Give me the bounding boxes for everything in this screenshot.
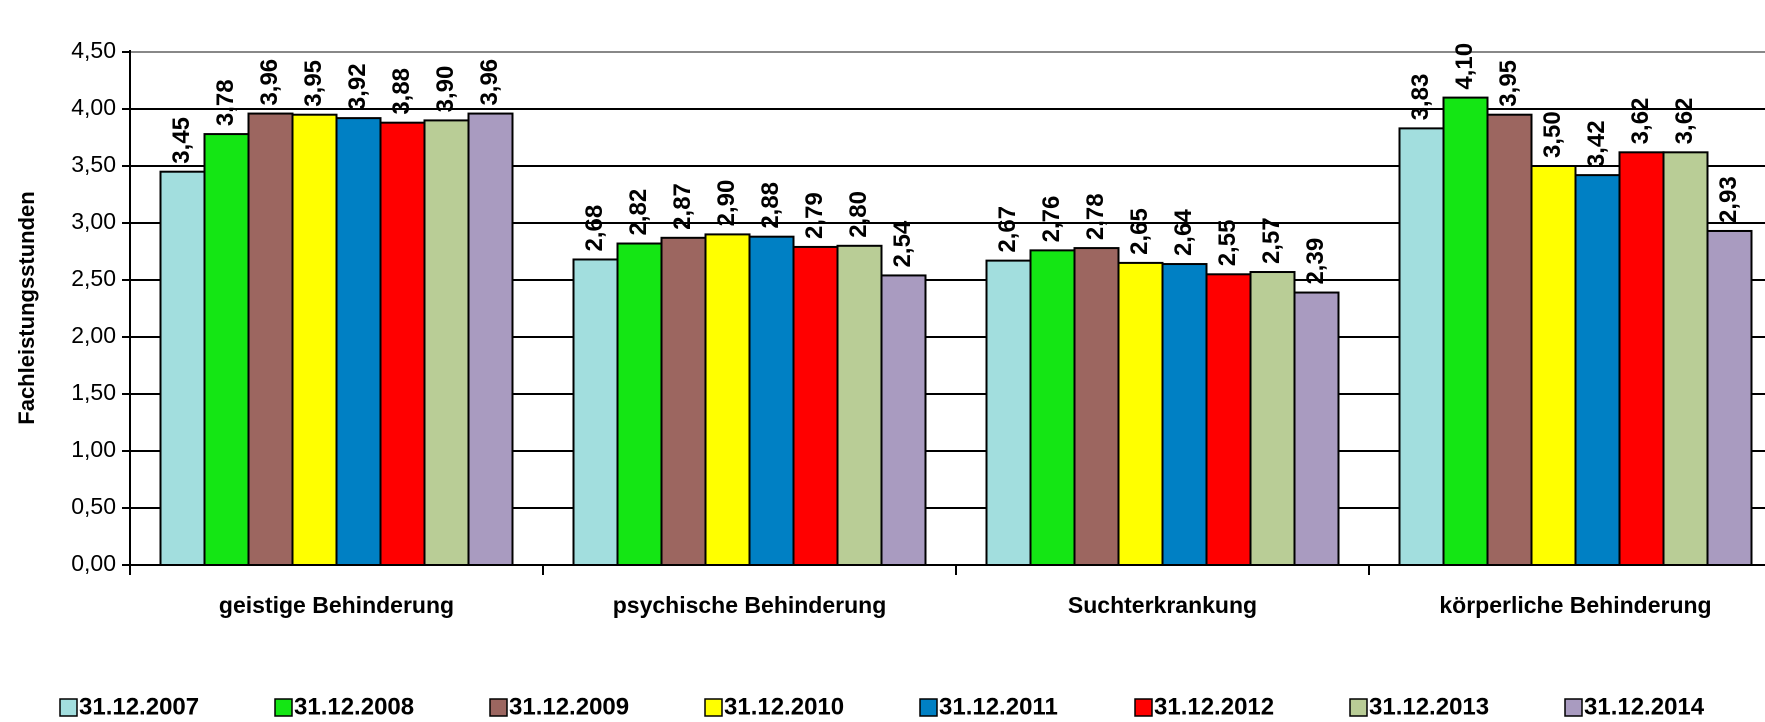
- legend-label: 31.12.2012: [1154, 693, 1274, 720]
- value-label: 3,45: [168, 117, 195, 164]
- value-label: 2,78: [1082, 193, 1109, 240]
- bar: [1486, 113, 1533, 566]
- y-tick-label: 3,50: [71, 151, 116, 177]
- y-tick-label: 4,50: [71, 37, 116, 63]
- value-label: 2,82: [625, 189, 652, 236]
- legend-swatch: [274, 698, 293, 717]
- value-label: 2,90: [713, 180, 740, 227]
- bar: [1574, 174, 1621, 566]
- bar: [1442, 96, 1489, 566]
- value-label: 2,39: [1302, 238, 1329, 285]
- legend-swatch: [1564, 698, 1583, 717]
- bar: [203, 133, 250, 567]
- bar: [1398, 127, 1445, 566]
- legend-swatch: [704, 698, 723, 717]
- value-label: 3,96: [476, 59, 503, 106]
- bar: [985, 259, 1032, 566]
- bar: [748, 235, 795, 566]
- bar: [379, 121, 426, 567]
- legend-label: 31.12.2007: [79, 693, 199, 720]
- bar: [159, 170, 206, 566]
- value-label: 2,88: [757, 182, 784, 229]
- value-label: 3,88: [388, 68, 415, 115]
- x-tick-label: geistige Behinderung: [219, 592, 454, 618]
- value-label: 2,80: [845, 191, 872, 238]
- bar: [572, 258, 619, 566]
- bar: [616, 242, 663, 567]
- y-tick-label: 0,00: [71, 550, 116, 576]
- y-tick-label: 4,00: [71, 94, 116, 120]
- value-label: 4,10: [1451, 43, 1478, 90]
- value-label: 3,96: [256, 59, 283, 106]
- value-label: 3,62: [1627, 98, 1654, 145]
- legend-label: 31.12.2008: [294, 693, 414, 720]
- bar: [1662, 151, 1709, 566]
- value-label: 3,92: [344, 63, 371, 110]
- legend-label: 31.12.2010: [724, 693, 844, 720]
- x-tick-label: psychische Behinderung: [613, 592, 887, 618]
- bar: [792, 245, 839, 566]
- legend-label: 31.12.2014: [1584, 693, 1705, 720]
- bar: [423, 119, 470, 567]
- bar: [291, 113, 338, 566]
- value-label: 2,64: [1170, 209, 1197, 256]
- legend-swatch: [1134, 698, 1153, 717]
- bar: [1073, 247, 1120, 567]
- y-tick-label: 3,00: [71, 208, 116, 234]
- legend-label: 31.12.2013: [1369, 693, 1489, 720]
- y-tick-label: 2,50: [71, 265, 116, 291]
- bar: [1293, 291, 1340, 566]
- value-label: 3,78: [212, 79, 239, 126]
- value-label: 3,83: [1407, 74, 1434, 121]
- y-axis-title: Fachleistungsstunden: [14, 191, 39, 424]
- legend-label: 31.12.2011: [939, 693, 1058, 720]
- value-label: 2,57: [1258, 217, 1285, 264]
- value-label: 2,67: [994, 206, 1021, 253]
- bar: [467, 112, 514, 566]
- legend-swatch: [1349, 698, 1368, 717]
- value-label: 3,50: [1539, 111, 1566, 158]
- legend-swatch: [59, 698, 78, 717]
- value-label: 3,95: [300, 60, 327, 107]
- y-tick-label: 0,50: [71, 493, 116, 519]
- y-tick-label: 2,00: [71, 322, 116, 348]
- value-label: 2,87: [669, 183, 696, 230]
- bar: [880, 274, 927, 566]
- bar: [1029, 249, 1076, 567]
- value-label: 2,54: [889, 220, 916, 267]
- value-label: 2,79: [801, 192, 828, 239]
- bar: [1530, 165, 1577, 566]
- bar: [660, 236, 707, 566]
- value-label: 2,55: [1214, 220, 1241, 267]
- bar: [1205, 273, 1252, 566]
- y-tick-label: 1,00: [71, 436, 116, 462]
- bar: [247, 112, 294, 566]
- value-label: 3,90: [432, 66, 459, 113]
- value-label: 2,93: [1715, 176, 1742, 223]
- legend-swatch: [919, 698, 938, 717]
- legend-label: 31.12.2009: [509, 693, 629, 720]
- x-tick-label: Suchterkrankung: [1068, 592, 1257, 618]
- bar: [1618, 151, 1665, 566]
- bar: [1706, 229, 1753, 566]
- value-label: 3,62: [1671, 98, 1698, 145]
- value-label: 2,68: [581, 205, 608, 252]
- value-label: 3,95: [1495, 60, 1522, 107]
- y-tick-label: 1,50: [71, 379, 116, 405]
- x-tick-label: körperliche Behinderung: [1439, 592, 1711, 618]
- bar: [1161, 263, 1208, 566]
- value-label: 2,65: [1126, 208, 1153, 255]
- legend-swatch: [489, 698, 508, 717]
- bar: [1117, 261, 1164, 566]
- bar: [335, 117, 382, 567]
- value-label: 3,42: [1583, 120, 1610, 167]
- bar: [836, 244, 883, 567]
- value-label: 2,76: [1038, 196, 1065, 243]
- bar: [1249, 271, 1296, 566]
- bar: [704, 233, 751, 566]
